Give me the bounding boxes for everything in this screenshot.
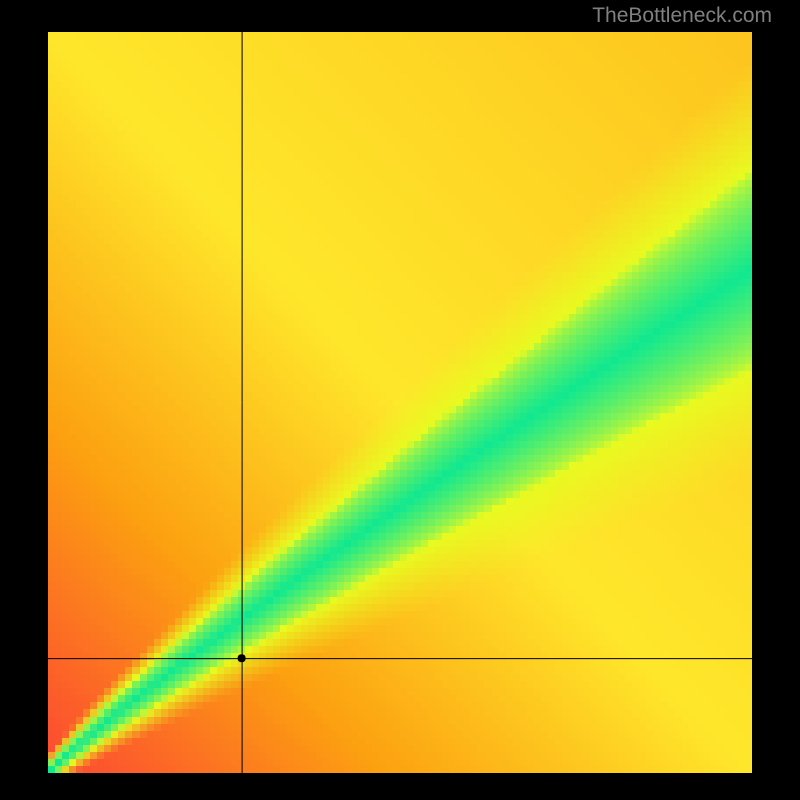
- watermark-text: TheBottleneck.com: [592, 4, 772, 28]
- heatmap-plot: [48, 32, 752, 773]
- page-root: TheBottleneck.com: [0, 0, 800, 800]
- heatmap-canvas: [48, 32, 752, 773]
